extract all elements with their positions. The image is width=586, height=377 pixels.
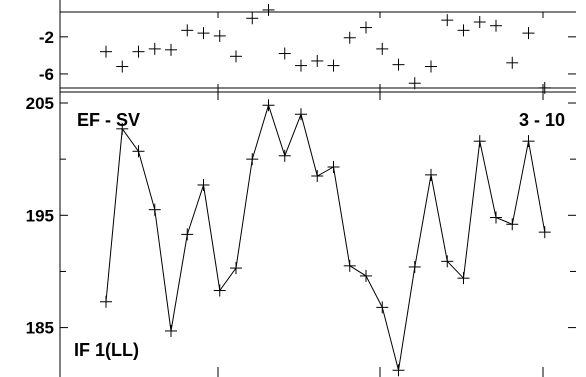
top-y-tick-label-0: -2 <box>39 28 54 47</box>
main-panel-corner-label: 3 - 10 <box>519 110 565 130</box>
main-point-5 <box>165 324 177 337</box>
top-point-11 <box>262 3 275 16</box>
main-point-11 <box>262 99 275 112</box>
chart-frame <box>59 0 576 377</box>
top-point-1 <box>100 45 112 58</box>
main-point-3 <box>132 145 145 158</box>
top-point-18 <box>376 42 389 55</box>
top-point-21 <box>425 60 437 73</box>
main-point-25 <box>490 211 502 224</box>
top-point-12 <box>278 47 291 60</box>
main-point-16 <box>343 259 356 272</box>
main-point-6 <box>181 228 194 241</box>
top-y-tick-label-1: -6 <box>39 65 54 84</box>
main-point-18 <box>376 301 389 314</box>
top-point-8 <box>213 29 226 42</box>
main-point-27 <box>522 135 535 148</box>
main-point-21 <box>425 168 437 181</box>
top-panel: -2 -6 <box>39 3 576 94</box>
main-y-tick-label-0: 185 <box>26 319 54 338</box>
top-point-23 <box>457 24 470 37</box>
top-point-27 <box>522 27 535 40</box>
main-point-24 <box>473 135 486 148</box>
main-point-13 <box>295 108 307 121</box>
main-point-2 <box>116 122 129 135</box>
main-point-28 <box>538 226 551 239</box>
top-point-6 <box>181 24 194 37</box>
main-point-22 <box>441 255 454 268</box>
top-point-16 <box>343 31 356 44</box>
main-series-line <box>105 103 546 371</box>
top-point-19 <box>392 58 405 71</box>
top-point-7 <box>197 27 210 40</box>
main-point-19 <box>392 364 405 377</box>
top-point-13 <box>295 59 307 72</box>
main-point-20 <box>408 260 421 273</box>
top-point-2 <box>116 60 129 73</box>
top-point-17 <box>360 21 372 34</box>
main-point-10 <box>246 153 259 166</box>
top-point-9 <box>230 50 242 63</box>
main-panel: 185 195 205 <box>26 94 576 377</box>
top-point-15 <box>327 59 340 72</box>
top-point-24 <box>473 15 486 28</box>
main-y-tick-label-1: 195 <box>26 206 54 225</box>
top-point-14 <box>311 54 324 67</box>
main-point-14 <box>311 169 324 182</box>
main-panel-title: EF - SV <box>77 110 140 130</box>
top-point-25 <box>490 19 502 32</box>
main-point-4 <box>148 203 161 216</box>
top-point-22 <box>441 14 454 27</box>
main-point-8 <box>213 284 226 297</box>
top-point-28 <box>538 81 551 94</box>
main-point-15 <box>327 161 340 174</box>
top-point-4 <box>148 42 161 55</box>
main-point-12 <box>278 149 291 162</box>
main-panel-bottom-label: IF 1(LL) <box>74 340 139 360</box>
main-point-7 <box>197 178 210 191</box>
main-point-9 <box>230 262 242 275</box>
top-point-5 <box>165 43 177 56</box>
main-point-23 <box>457 272 470 285</box>
top-point-26 <box>506 56 519 69</box>
main-y-tick-label-2: 205 <box>26 94 54 113</box>
top-point-10 <box>246 12 259 25</box>
main-point-26 <box>506 218 519 231</box>
main-point-1 <box>100 295 112 308</box>
top-point-3 <box>132 45 145 58</box>
top-point-20 <box>408 77 421 90</box>
main-point-17 <box>360 269 372 282</box>
